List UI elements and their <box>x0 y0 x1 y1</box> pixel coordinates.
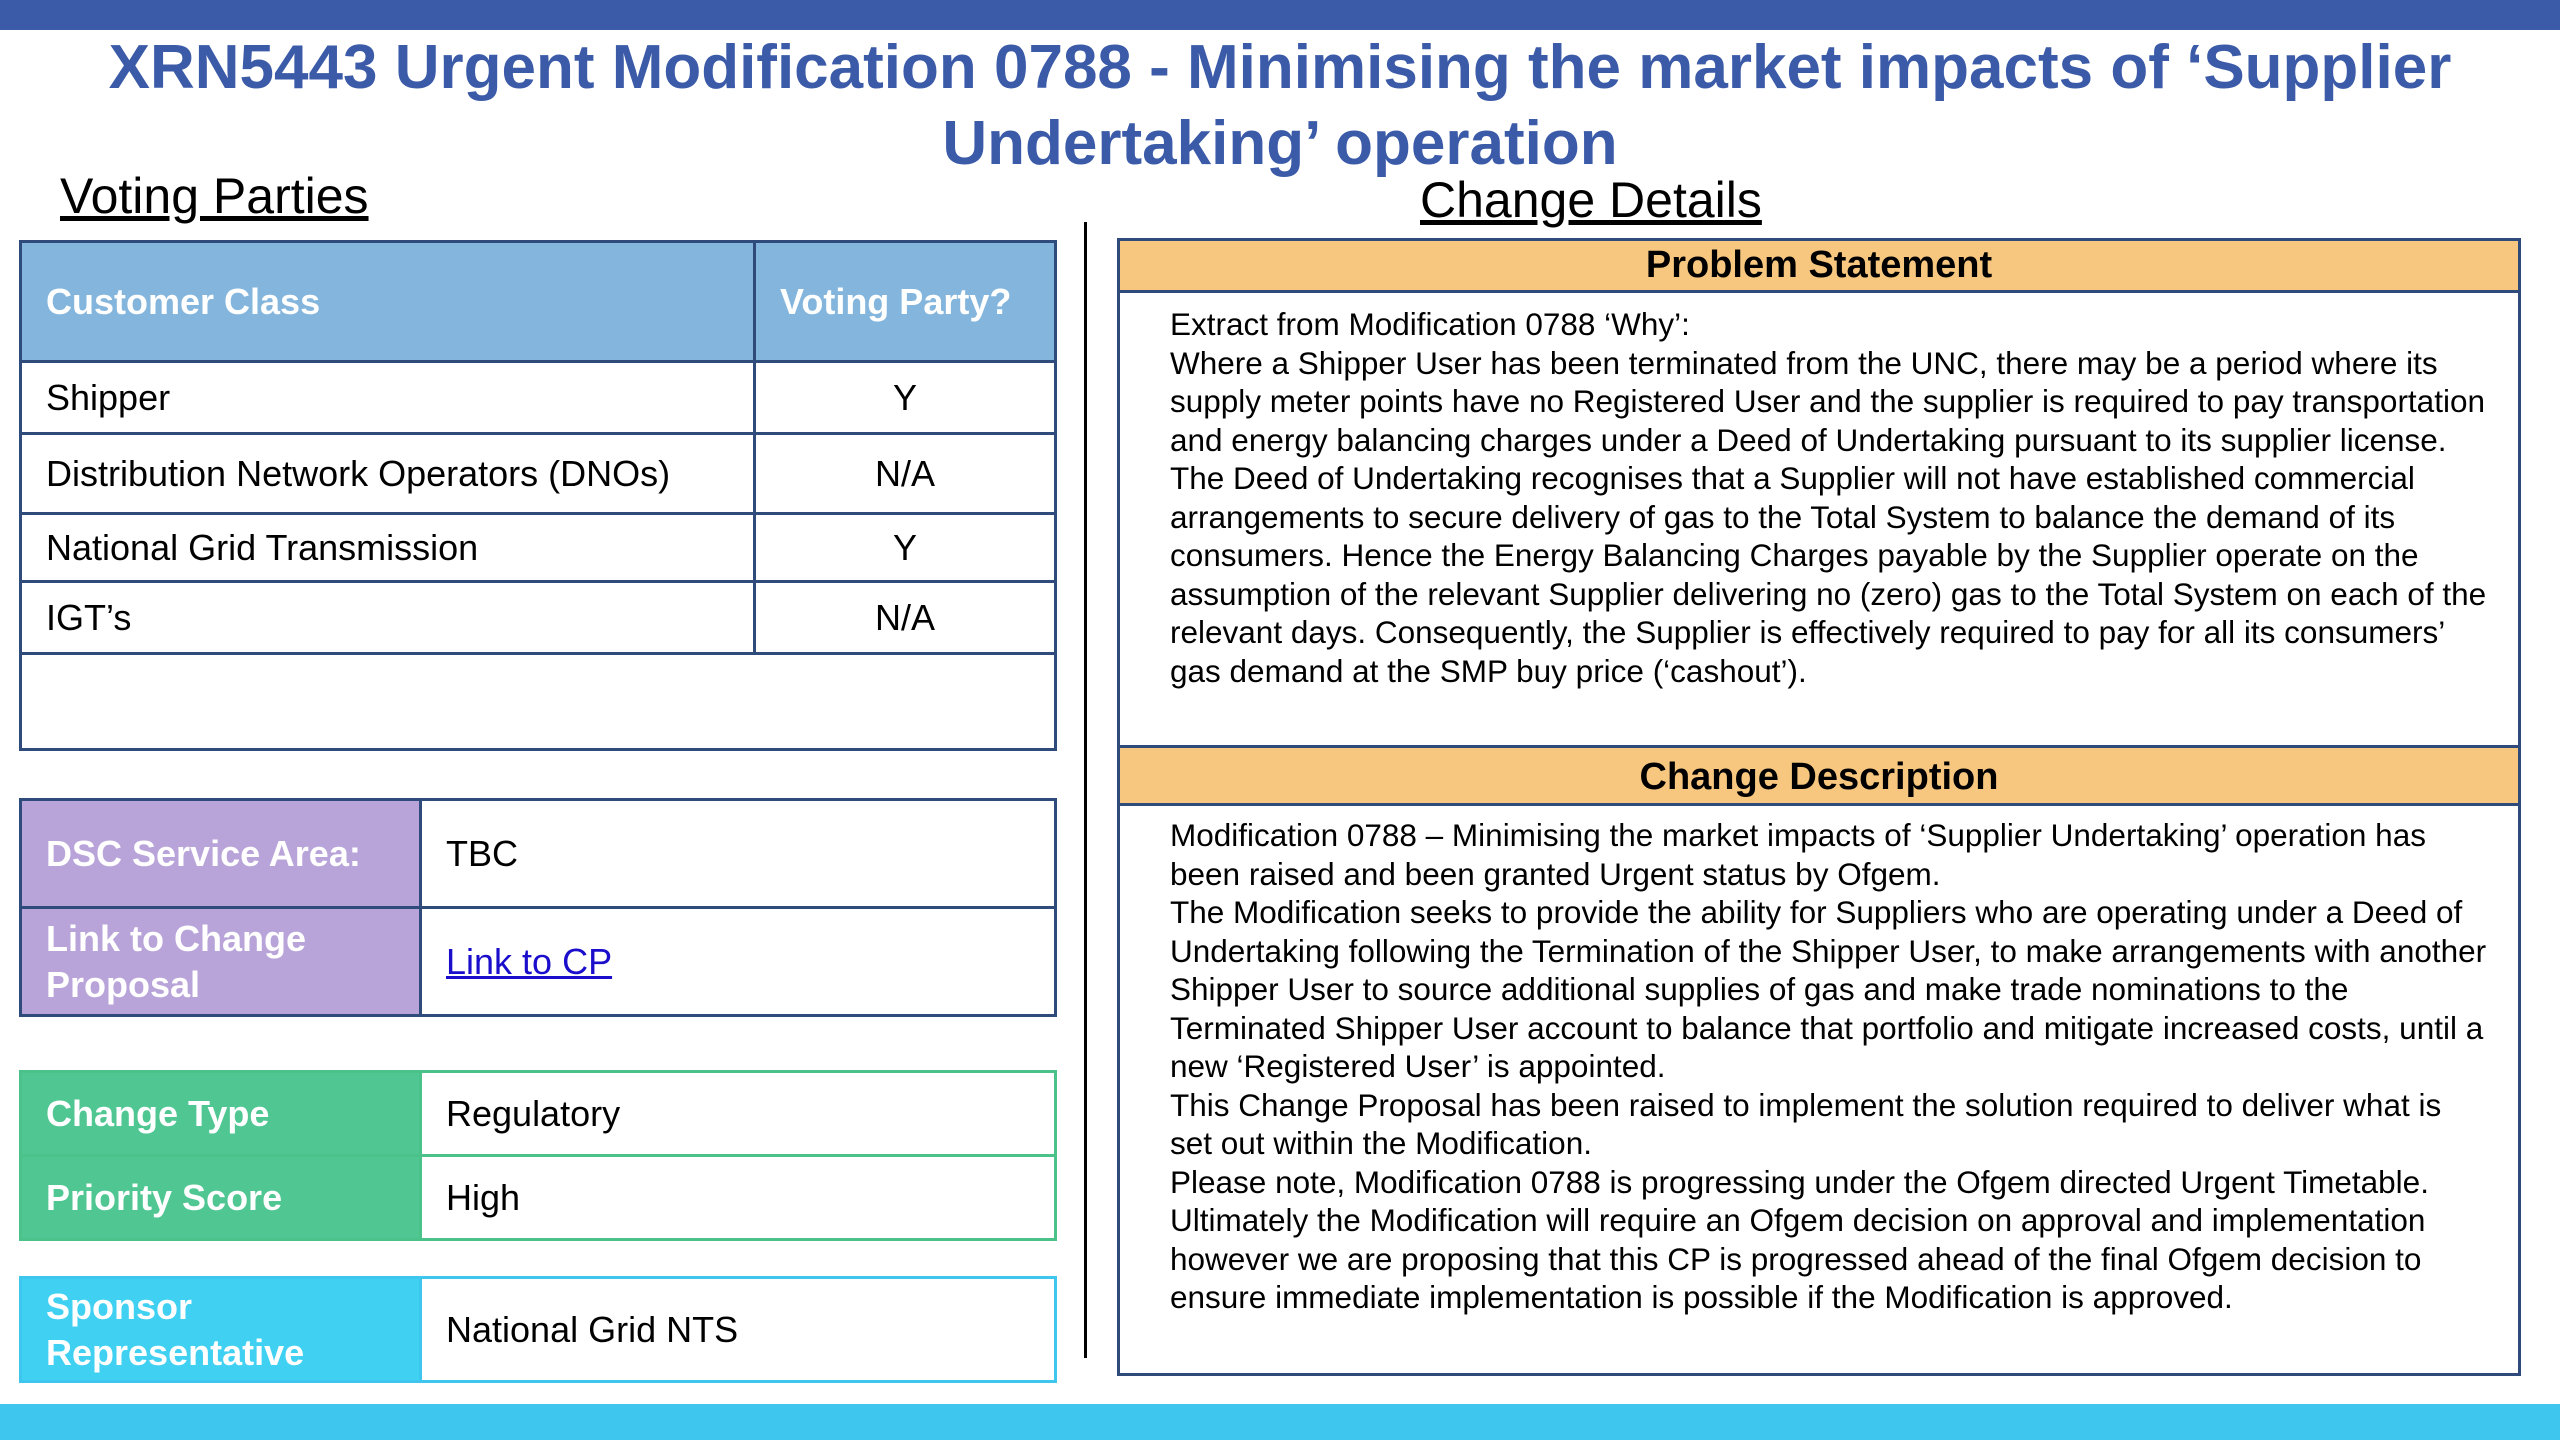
dsc-info-table: DSC Service Area: TBC Link to Change Pro… <box>19 798 1057 1017</box>
customer-class-cell: Distribution Network Operators (DNOs) <box>19 432 756 515</box>
voting-party-header: Voting Party? <box>753 240 1057 363</box>
customer-class-cell: Shipper <box>19 360 756 435</box>
top-accent-bar <box>0 0 2560 30</box>
change-description-paragraph: Please note, Modification 0788 is progre… <box>1170 1163 2429 1316</box>
change-type-table: Change Type Regulatory Priority Score Hi… <box>19 1070 1057 1241</box>
empty-cell <box>19 652 1057 751</box>
link-to-change-proposal-label: Link to Change Proposal <box>19 906 422 1017</box>
change-description-paragraph: This Change Proposal has been raised to … <box>1170 1086 2442 1162</box>
change-description-body: Modification 0788 – Minimising the marke… <box>1120 806 2518 1317</box>
change-type-label: Change Type <box>19 1070 422 1157</box>
link-to-cp[interactable]: Link to CP <box>446 940 613 982</box>
voting-parties-table: Customer Class Voting Party? Shipper Y D… <box>19 240 1057 751</box>
dsc-service-area-label: DSC Service Area: <box>19 798 422 909</box>
dsc-service-area-value: TBC <box>419 798 1057 909</box>
voting-party-cell: Y <box>753 360 1057 435</box>
change-description-title: Change Description <box>1120 748 2518 806</box>
change-description-paragraph: Modification 0788 – Minimising the marke… <box>1170 817 2426 892</box>
change-type-value: Regulatory <box>419 1070 1057 1157</box>
voting-party-cell: N/A <box>753 580 1057 655</box>
voting-parties-heading: Voting Parties <box>60 168 369 224</box>
change-details-heading: Change Details <box>1420 172 1762 228</box>
priority-score-value: High <box>419 1154 1057 1241</box>
problem-statement-paragraph: Extract from Modification 0788 ‘Why’: <box>1170 306 1690 342</box>
table-row: Distribution Network Operators (DNOs) N/… <box>19 432 1057 515</box>
table-row: National Grid Transmission Y <box>19 512 1057 583</box>
table-row-empty <box>19 652 1057 751</box>
table-row: Shipper Y <box>19 360 1057 435</box>
problem-statement-body: Extract from Modification 0788 ‘Why’: Wh… <box>1120 293 2518 690</box>
sponsor-representative-value: National Grid NTS <box>419 1276 1057 1383</box>
sponsor-table: Sponsor Representative National Grid NTS <box>19 1276 1057 1383</box>
priority-score-label: Priority Score <box>19 1154 422 1241</box>
problem-statement-title: Problem Statement <box>1120 241 2518 293</box>
problem-statement-panel: Problem Statement Extract from Modificat… <box>1117 238 2521 748</box>
sponsor-representative-label: Sponsor Representative <box>19 1276 422 1383</box>
customer-class-header: Customer Class <box>19 240 756 363</box>
customer-class-cell: IGT’s <box>19 580 756 655</box>
bottom-accent-bar <box>0 1404 2560 1440</box>
problem-statement-paragraph: Where a Shipper User has been terminated… <box>1170 344 2487 689</box>
voting-party-cell: Y <box>753 512 1057 583</box>
change-description-paragraph: The Modification seeks to provide the ab… <box>1170 894 2487 1084</box>
link-to-cp-cell: Link to CP <box>419 906 1057 1017</box>
voting-party-cell: N/A <box>753 432 1057 515</box>
page-title: XRN5443 Urgent Modification 0788 - Minim… <box>108 33 2452 178</box>
change-description-panel: Change Description Modification 0788 – M… <box>1117 745 2521 1376</box>
vertical-divider <box>1084 222 1087 1358</box>
table-row: IGT’s N/A <box>19 580 1057 655</box>
customer-class-cell: National Grid Transmission <box>19 512 756 583</box>
